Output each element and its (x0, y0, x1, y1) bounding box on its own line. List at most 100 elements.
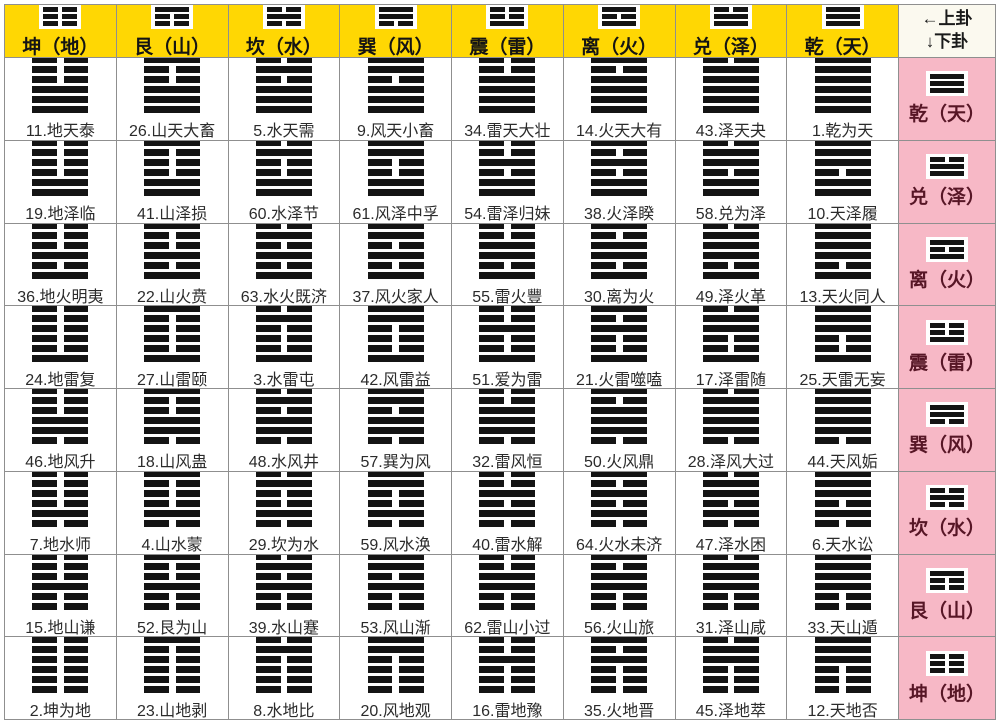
hexagram-cell: 31.泽山咸 (675, 554, 787, 637)
column-header-kun: 坤（地） (5, 5, 116, 57)
solid-line (155, 6, 190, 12)
hexagram-label: 58.兑为泽 (695, 206, 766, 223)
hexagram-icon (32, 389, 89, 445)
solid-line (591, 407, 648, 415)
solid-line (479, 490, 536, 498)
solid-line (479, 407, 536, 415)
hexagram-cell: 58.兑为泽 (675, 140, 787, 223)
hexagram-icon (479, 554, 536, 610)
hexagram-label: 9.风天小畜 (356, 123, 435, 140)
solid-line (814, 86, 871, 94)
solid-line (255, 562, 312, 570)
hexagram-cell: 20.风地观 (340, 637, 451, 719)
solid-line (255, 149, 312, 157)
solid-line (255, 271, 312, 279)
solid-line (479, 189, 536, 197)
hexagram-cell: 59.风水涣 (340, 471, 451, 554)
hexagram-cell: 34.雷天大壮 (452, 58, 563, 140)
hexagram-icon (814, 140, 871, 197)
broken-line (930, 584, 964, 590)
broken-line (702, 592, 759, 600)
broken-line (479, 562, 536, 570)
hexagram-icon (591, 471, 648, 528)
hexagram-icon (144, 637, 201, 693)
hexagram-cell: 44.天风姤 (787, 389, 898, 471)
hexagram-cell: 25.天雷无妄 (787, 306, 898, 388)
broken-line (814, 602, 871, 610)
solid-line (144, 106, 201, 114)
hexagram-icon (479, 471, 536, 528)
solid-line (702, 106, 759, 114)
broken-line (814, 334, 871, 342)
solid-line (814, 96, 871, 104)
hexagram-cell: 26.山天大畜 (116, 58, 228, 140)
broken-line (255, 602, 312, 610)
hexagram-icon (702, 306, 759, 362)
broken-line (479, 306, 536, 312)
hexagram-icon (591, 554, 648, 610)
solid-line (32, 179, 89, 187)
hexagram-label: 54.雷泽归妹 (464, 206, 551, 223)
broken-line (255, 241, 312, 249)
solid-line (591, 251, 648, 259)
hexagram-cell: 27.山雷颐 (116, 306, 228, 388)
broken-line (144, 520, 201, 528)
column-header-label: 坎（水） (245, 36, 322, 58)
hexagram-label: 13.天火同人 (799, 288, 886, 306)
broken-line (255, 471, 312, 478)
hexagram-label: 1.乾为天 (811, 123, 874, 140)
broken-line (32, 76, 89, 84)
broken-line (255, 334, 312, 342)
broken-line (367, 407, 424, 415)
solid-line (367, 140, 424, 147)
broken-line (144, 685, 201, 693)
broken-line (144, 76, 201, 84)
solid-line (144, 554, 201, 560)
solid-line (591, 637, 648, 643)
hexagram-icon (814, 306, 871, 362)
broken-line (32, 562, 89, 570)
hexagram-cell: 30.离为火 (563, 223, 675, 306)
solid-line (702, 324, 759, 332)
solid-line (814, 427, 871, 435)
solid-line (144, 189, 201, 197)
hexagram-icon (591, 58, 648, 114)
broken-line (479, 344, 536, 352)
hexagram-cell: 2.坤为地 (5, 637, 116, 719)
broken-line (144, 592, 201, 600)
solid-line (814, 397, 871, 405)
solid-line (144, 637, 201, 643)
hexagram-cell: 6.天水讼 (787, 471, 898, 554)
broken-line (32, 471, 89, 478)
broken-line (479, 231, 536, 239)
solid-line (144, 96, 201, 104)
solid-line (930, 412, 964, 418)
broken-line (32, 66, 89, 74)
broken-line (490, 13, 525, 19)
broken-line (144, 490, 201, 498)
hexagram-label: 33.天山遁 (807, 619, 878, 637)
solid-line (367, 306, 424, 312)
broken-line (32, 389, 89, 395)
trigram-gen-icon (926, 567, 968, 593)
solid-line (144, 354, 201, 362)
hexagram-cell: 29.坎为水 (228, 471, 340, 554)
solid-line (591, 241, 648, 249)
solid-line (591, 389, 648, 395)
solid-line (814, 149, 871, 157)
broken-line (144, 665, 201, 673)
trigram-dui-icon (709, 5, 752, 29)
solid-line (702, 241, 759, 249)
broken-line (367, 76, 424, 84)
broken-line (255, 592, 312, 600)
broken-line (479, 637, 536, 643)
hexagram-cell: 57.巽为风 (340, 389, 451, 471)
solid-line (144, 223, 201, 229)
column-header-label: 坤（地） (22, 36, 99, 58)
hexagram-label: 32.雷风恒 (472, 454, 543, 471)
solid-line (930, 74, 964, 80)
solid-line (814, 510, 871, 518)
hexagram-cell: 41.山泽损 (116, 140, 228, 223)
solid-line (930, 171, 964, 177)
hexagram-icon (591, 389, 648, 445)
